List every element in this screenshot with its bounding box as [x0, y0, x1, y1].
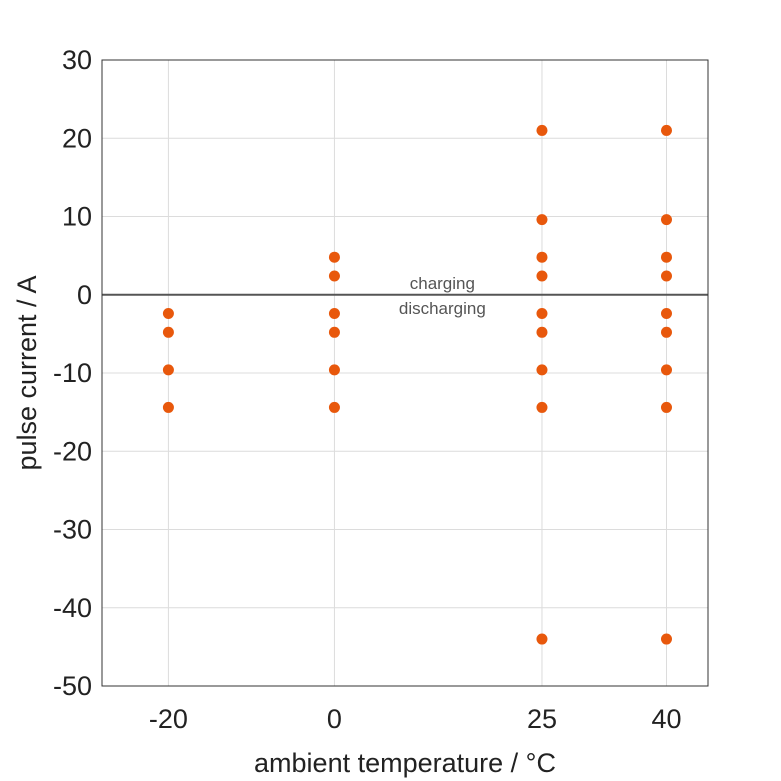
- y-tick-label: 0: [77, 280, 92, 310]
- data-point: [328, 308, 340, 320]
- data-point: [328, 251, 340, 263]
- data-point: [162, 401, 174, 413]
- data-point: [328, 364, 340, 376]
- data-point: [536, 308, 548, 320]
- data-point: [660, 214, 672, 226]
- data-point: [660, 633, 672, 645]
- y-tick-label: -20: [53, 436, 92, 466]
- data-point: [536, 251, 548, 263]
- charging-label: charging: [410, 274, 475, 293]
- data-point: [536, 364, 548, 376]
- x-tick-label: 0: [327, 704, 342, 734]
- discharging-label: discharging: [399, 299, 486, 318]
- x-tick-label: 40: [651, 704, 681, 734]
- data-point: [536, 124, 548, 136]
- data-point: [536, 633, 548, 645]
- zero-reference: charging discharging: [102, 274, 708, 318]
- data-point: [660, 124, 672, 136]
- y-tick-label: -50: [53, 671, 92, 701]
- data-point: [162, 308, 174, 320]
- y-tick-label: -40: [53, 593, 92, 623]
- data-point: [162, 326, 174, 338]
- x-tick-label: 25: [527, 704, 557, 734]
- data-point: [536, 270, 548, 282]
- y-axis-label: pulse current / A: [12, 275, 42, 470]
- data-point: [536, 326, 548, 338]
- data-point: [660, 401, 672, 413]
- y-tick-label: -30: [53, 515, 92, 545]
- data-point: [660, 326, 672, 338]
- y-tick-label: 30: [62, 45, 92, 75]
- data-point: [328, 270, 340, 282]
- data-point: [536, 214, 548, 226]
- data-point: [660, 251, 672, 263]
- y-tick-label: -10: [53, 358, 92, 388]
- y-tick-label: 10: [62, 202, 92, 232]
- data-point: [328, 326, 340, 338]
- x-axis-label: ambient temperature / °C: [254, 748, 556, 778]
- y-tick-labels: 30 20 10 0 -10 -20 -30 -40 -50: [53, 45, 92, 701]
- grid: [102, 59, 708, 687]
- data-point: [660, 308, 672, 320]
- x-tick-labels: -20 0 25 40: [149, 704, 682, 734]
- data-point: [660, 364, 672, 376]
- data-point: [162, 364, 174, 376]
- x-tick-label: -20: [149, 704, 188, 734]
- data-point: [660, 270, 672, 282]
- data-points: [162, 124, 672, 645]
- data-point: [536, 401, 548, 413]
- y-tick-label: 20: [62, 123, 92, 153]
- plot-frame: [101, 59, 709, 687]
- data-point: [328, 401, 340, 413]
